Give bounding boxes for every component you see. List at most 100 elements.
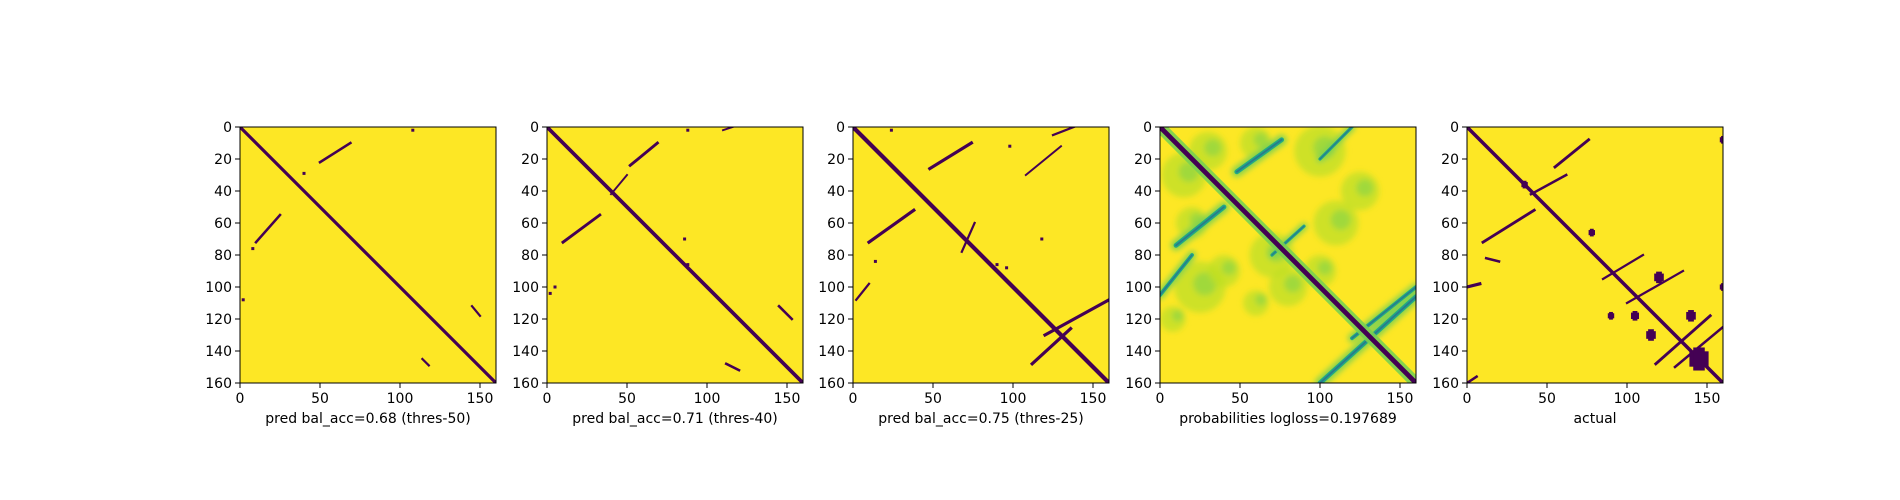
y-tick-label: 120 [818, 312, 845, 328]
y-tick-label: 140 [205, 344, 232, 360]
y-tick-label: 80 [214, 248, 232, 264]
probability-patch-core [1204, 139, 1222, 157]
y-tick-label: 40 [827, 184, 845, 200]
contact-band [927, 140, 974, 171]
heatmap-panel-3: 0 50 100 150 0 20 40 60 80 100 120 140 160 pred bal_a… [818, 120, 1110, 427]
y-tick-label: 0 [836, 120, 845, 136]
y-tick-label: 100 [818, 280, 845, 296]
heatmap-cells [1160, 127, 1416, 383]
contact-point [251, 247, 255, 251]
y-tick-label: 20 [827, 152, 845, 168]
contact-band [1481, 208, 1537, 245]
contact-band [609, 173, 629, 196]
y-tick-label: 140 [512, 344, 539, 360]
contact-cluster [1693, 347, 1705, 371]
y-tick-label: 160 [818, 376, 845, 392]
x-tick-label: 100 [387, 391, 414, 407]
x-axis-label: pred bal_acc=0.71 (thres-40) [572, 411, 777, 427]
x-tick-label: 100 [1000, 391, 1027, 407]
diagonal-band [547, 127, 803, 383]
contact-band [1552, 137, 1591, 170]
y-tick-label: 40 [1441, 184, 1459, 200]
x-axis-label: pred bal_acc=0.75 (thres-25) [878, 411, 1083, 427]
contact-point [302, 171, 306, 175]
contact-point [686, 128, 690, 132]
contact-cluster [1721, 283, 1723, 291]
contact-band [560, 212, 602, 245]
x-tick-label: 150 [774, 391, 801, 407]
x-tick-label: 0 [236, 391, 245, 407]
heatmap-panel-2: 0 50 100 150 0 20 40 60 80 100 120 140 160 pred bal_a… [512, 120, 804, 427]
contact-band [420, 357, 431, 367]
x-tick-label: 100 [1307, 391, 1334, 407]
x-axis-label: pred bal_acc=0.68 (thres-50) [265, 411, 470, 427]
contact-band [1673, 325, 1723, 369]
x-axis-label: actual [1573, 411, 1616, 427]
contact-cluster [1522, 180, 1527, 189]
heatmap-panel-4: 0 50 100 150 0 20 40 60 80 100 120 140 160 probabilit… [1125, 120, 1417, 427]
contact-point [1040, 237, 1044, 241]
contact-band [1653, 313, 1713, 366]
probability-patch-core [1221, 260, 1237, 275]
heatmap-cells [547, 127, 803, 383]
probability-patch-core [1330, 209, 1351, 230]
y-tick-label: 140 [1432, 344, 1459, 360]
x-tick-label: 0 [849, 391, 858, 407]
contact-point [1008, 144, 1012, 148]
y-tick-label: 160 [205, 376, 232, 392]
y-tick-label: 120 [1432, 312, 1459, 328]
contact-band [854, 282, 871, 302]
y-tick-label: 20 [214, 152, 232, 168]
x-tick-label: 50 [311, 391, 329, 407]
heatmap-panel-5: 0 50 100 150 0 20 40 60 80 100 120 140 160 actual [1432, 120, 1724, 427]
contact-cluster [1609, 311, 1613, 320]
y-tick-label: 40 [1134, 184, 1152, 200]
y-tick-label: 120 [512, 312, 539, 328]
contact-band-core [1319, 127, 1353, 160]
y-tick-label: 40 [214, 184, 232, 200]
contact-band [1484, 256, 1501, 263]
contact-band [254, 213, 282, 245]
contact-cluster [1589, 228, 1594, 237]
contact-point [995, 263, 999, 267]
y-tick-label: 80 [827, 248, 845, 264]
x-tick-label: 50 [1231, 391, 1249, 407]
y-tick-label: 80 [1441, 248, 1459, 264]
y-tick-label: 80 [1134, 248, 1152, 264]
x-tick-label: 50 [1538, 391, 1556, 407]
x-tick-label: 100 [1614, 391, 1641, 407]
contact-point [889, 128, 893, 132]
x-tick-label: 0 [543, 391, 552, 407]
contact-band [724, 362, 741, 372]
x-axis-label: probabilities logloss=0.197689 [1179, 411, 1397, 427]
y-tick-label: 20 [1134, 152, 1152, 168]
contact-band [1625, 269, 1685, 305]
y-tick-label: 100 [205, 280, 232, 296]
probability-patch-core [1253, 132, 1269, 147]
x-tick-label: 150 [1694, 391, 1721, 407]
probability-patch-core [1171, 310, 1184, 322]
probability-patch-core [1255, 294, 1267, 306]
contact-cluster [1632, 311, 1638, 321]
contact-band [960, 221, 977, 254]
x-tick-label: 150 [1080, 391, 1107, 407]
y-tick-label: 40 [521, 184, 539, 200]
contact-point [873, 259, 877, 263]
contact-point [548, 291, 552, 295]
x-tick-label: 150 [467, 391, 494, 407]
contact-cluster [1648, 329, 1654, 341]
y-tick-label: 140 [818, 344, 845, 360]
y-tick-label: 60 [214, 216, 232, 232]
contact-band [777, 304, 794, 321]
contact-band-core [1160, 254, 1193, 296]
y-tick-label: 60 [521, 216, 539, 232]
probability-patch-core [1317, 260, 1333, 275]
contact-band [1529, 173, 1568, 196]
contact-cluster [1656, 271, 1662, 284]
y-tick-label: 120 [1125, 312, 1152, 328]
contact-cluster [1688, 310, 1694, 322]
contact-cluster [1721, 135, 1723, 144]
y-tick-label: 60 [827, 216, 845, 232]
diagonal-band [853, 127, 1109, 383]
